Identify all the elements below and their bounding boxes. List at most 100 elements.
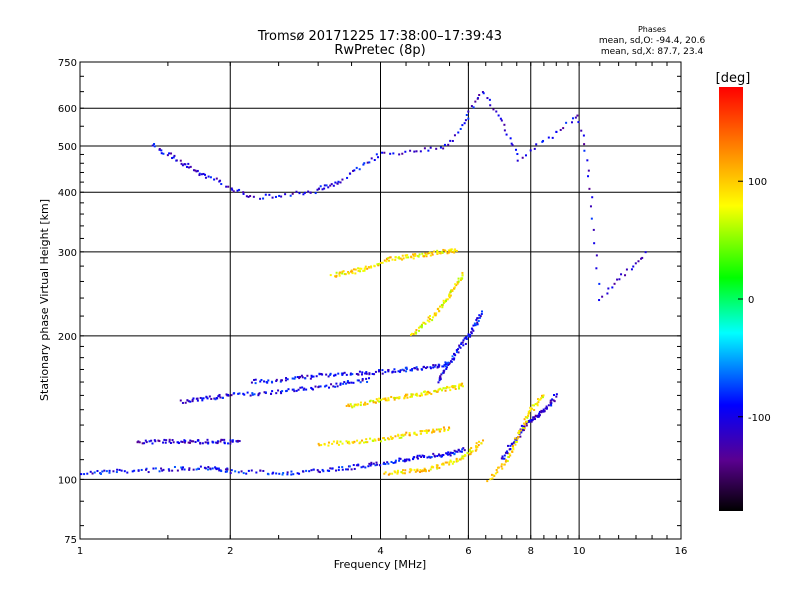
data-point <box>305 469 308 472</box>
data-point <box>293 390 296 393</box>
data-point <box>415 150 418 153</box>
data-point <box>310 469 313 472</box>
data-point <box>216 397 219 400</box>
data-point <box>184 440 187 443</box>
data-point <box>527 419 530 422</box>
data-point <box>442 462 445 465</box>
data-point <box>624 274 627 277</box>
data-point <box>137 469 140 472</box>
data-point <box>378 397 381 400</box>
data-point <box>230 469 233 472</box>
data-point <box>453 386 456 389</box>
data-point <box>475 323 478 326</box>
data-point <box>412 333 415 336</box>
data-point <box>429 456 432 459</box>
data-point <box>480 310 483 313</box>
data-point <box>405 370 408 373</box>
data-point <box>321 188 324 191</box>
data-point <box>325 184 328 187</box>
data-point <box>415 332 418 335</box>
data-point <box>630 268 633 271</box>
data-point <box>620 273 623 276</box>
data-point <box>199 396 202 399</box>
data-point <box>430 456 433 459</box>
data-point <box>429 254 432 257</box>
data-point <box>188 400 191 403</box>
data-point <box>545 405 548 408</box>
data-point <box>349 403 352 406</box>
data-point <box>257 394 260 397</box>
data-point <box>531 404 534 407</box>
colorbar-label: [deg] <box>716 71 751 86</box>
data-point <box>472 106 475 109</box>
data-point <box>404 395 407 398</box>
data-point <box>533 418 536 421</box>
data-point <box>475 448 478 451</box>
data-point <box>416 368 419 371</box>
data-point <box>360 373 363 376</box>
data-point <box>264 391 267 394</box>
data-point <box>342 382 345 385</box>
data-point <box>339 440 342 443</box>
data-point <box>461 341 464 344</box>
data-point <box>511 450 514 453</box>
data-point <box>226 468 229 471</box>
data-point <box>514 148 517 151</box>
data-point <box>424 254 427 257</box>
data-point <box>214 398 217 401</box>
data-point <box>394 256 397 259</box>
data-point <box>317 470 320 473</box>
data-point <box>553 400 556 403</box>
data-point <box>396 472 399 475</box>
data-point <box>448 463 451 466</box>
data-point <box>181 164 184 167</box>
data-point <box>355 464 358 467</box>
data-point <box>445 298 448 301</box>
data-point <box>476 97 479 100</box>
data-point <box>166 154 169 157</box>
data-point <box>541 396 544 399</box>
data-point <box>348 405 351 408</box>
data-point <box>453 357 456 360</box>
data-point <box>280 392 283 395</box>
chart-title: Tromsø 20171225 17:38:00–17:39:43 <box>257 29 502 44</box>
data-point <box>323 385 326 388</box>
data-point <box>495 469 498 472</box>
data-point <box>319 385 322 388</box>
data-point <box>105 470 108 473</box>
data-point <box>177 441 180 444</box>
data-point <box>303 191 306 194</box>
data-point <box>318 444 321 447</box>
colorbar-tick-label: -100 <box>748 413 771 424</box>
data-point <box>479 315 482 318</box>
data-point <box>522 422 525 425</box>
data-point <box>538 410 541 413</box>
data-point <box>428 315 431 318</box>
data-point <box>160 467 163 470</box>
data-point <box>593 242 596 245</box>
data-point <box>416 456 419 459</box>
data-point <box>440 463 443 466</box>
data-point <box>464 119 467 122</box>
data-point <box>441 365 444 368</box>
data-point <box>547 404 550 407</box>
data-point <box>173 154 176 157</box>
data-point <box>350 381 353 384</box>
data-point <box>189 165 192 168</box>
data-point <box>131 470 134 473</box>
data-point <box>199 465 202 468</box>
data-point <box>404 366 407 369</box>
data-point <box>182 466 185 469</box>
data-point <box>352 381 355 384</box>
data-point <box>224 470 227 473</box>
data-point <box>421 368 424 371</box>
data-point <box>333 374 336 377</box>
data-point <box>221 438 224 441</box>
data-point <box>533 147 536 150</box>
data-point <box>433 312 436 315</box>
data-point <box>373 159 376 162</box>
data-point <box>476 323 479 326</box>
data-point <box>86 472 89 475</box>
data-point <box>529 419 532 422</box>
data-point <box>210 397 213 400</box>
